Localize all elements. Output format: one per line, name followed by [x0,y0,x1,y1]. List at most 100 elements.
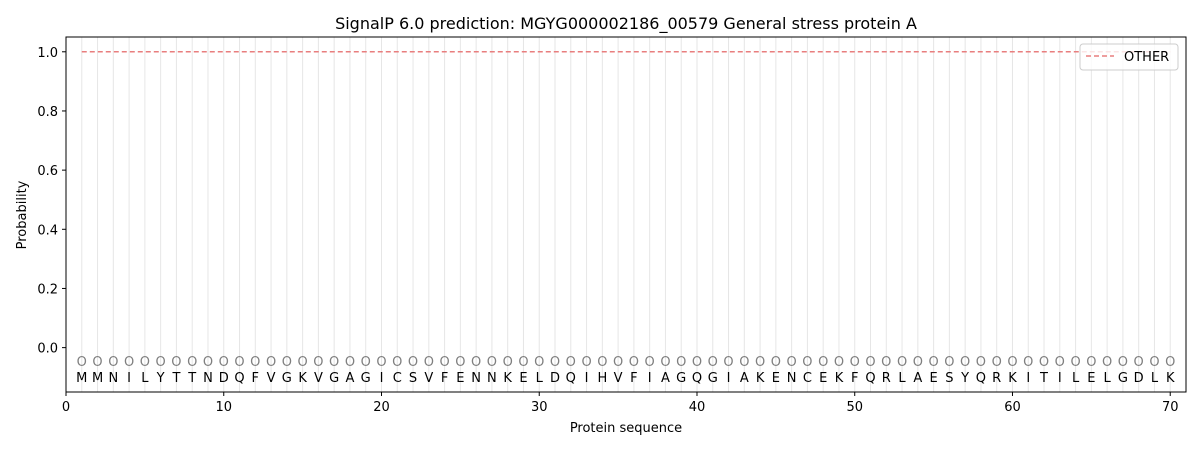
prediction-mark-34: O [597,355,607,370]
prediction-mark-13: O [266,355,276,370]
residue-label-21: C [393,371,402,386]
residue-labels: OMOMONOIOLOYOTOTONODOQOFOVOGOKOVOGOAOGOI… [76,355,1175,386]
residue-label-18: A [345,371,354,386]
prediction-mark-64: O [1070,355,1080,370]
residue-label-37: I [648,371,652,386]
residue-label-4: I [127,371,131,386]
residue-label-38: A [661,371,670,386]
residue-label-51: Q [865,371,875,386]
prediction-mark-65: O [1086,355,1096,370]
prediction-mark-56: O [944,355,954,370]
prediction-mark-3: O [108,355,118,370]
x-tick-label-40: 40 [689,400,706,415]
residue-label-56: S [945,371,953,386]
prediction-mark-46: O [787,355,797,370]
residue-label-12: F [252,371,259,386]
residue-label-55: E [929,371,937,386]
prediction-mark-8: O [187,355,197,370]
prediction-mark-24: O [439,355,449,370]
prediction-mark-30: O [534,355,544,370]
x-axis-label: Protein sequence [570,421,682,436]
prediction-mark-36: O [629,355,639,370]
legend-box [1079,43,1179,71]
prediction-mark-60: O [1007,355,1017,370]
x-tick-label-50: 50 [846,400,863,415]
residue-label-42: I [727,371,731,386]
prediction-mark-31: O [550,355,560,370]
plot-frame [65,36,1187,393]
y-tick-label-5: 1.0 [37,46,58,61]
residue-label-32: Q [566,371,576,386]
residue-label-13: V [267,371,276,386]
residue-label-20: I [380,371,384,386]
prediction-mark-53: O [897,355,907,370]
residue-label-40: Q [692,371,702,386]
residue-label-16: V [314,371,323,386]
residue-label-36: F [630,371,637,386]
prediction-mark-66: O [1102,355,1112,370]
residue-label-43: A [740,371,749,386]
prediction-mark-45: O [771,355,781,370]
residue-label-49: K [835,371,844,386]
residue-label-64: L [1072,371,1080,386]
residue-label-61: I [1026,371,1030,386]
prediction-mark-26: O [471,355,481,370]
residue-label-15: K [298,371,307,386]
prediction-mark-42: O [723,355,733,370]
residue-label-63: I [1058,371,1062,386]
x-tick-label-0: 0 [62,400,70,415]
prediction-mark-52: O [881,355,891,370]
prediction-mark-20: O [376,355,386,370]
prediction-mark-44: O [755,355,765,370]
prediction-mark-50: O [850,355,860,370]
x-tick-label-70: 70 [1162,400,1179,415]
residue-label-14: G [282,371,292,386]
x-axis: 0 10 20 30 40 50 60 70 [62,392,1179,415]
prediction-mark-67: O [1118,355,1128,370]
prediction-mark-59: O [992,355,1002,370]
residue-label-26: N [471,371,481,386]
prediction-mark-29: O [518,355,528,370]
residue-label-68: D [1134,371,1144,386]
residue-label-58: Q [976,371,986,386]
prediction-mark-16: O [313,355,323,370]
residue-label-17: G [329,371,339,386]
prediction-mark-57: O [960,355,970,370]
chart-title: SignalP 6.0 prediction: MGYG000002186_00… [335,14,917,34]
prediction-mark-58: O [976,355,986,370]
residue-label-33: I [585,371,589,386]
residue-label-25: E [456,371,464,386]
prediction-mark-23: O [424,355,434,370]
residue-label-19: G [361,371,371,386]
y-tick-label-3: 0.6 [37,164,58,179]
prediction-mark-62: O [1039,355,1049,370]
prediction-mark-39: O [676,355,686,370]
residue-gridlines [81,37,1171,392]
y-tick-label-2: 0.4 [37,223,58,238]
residue-label-54: A [913,371,922,386]
x-tick-label-30: 30 [531,400,548,415]
prediction-mark-68: O [1134,355,1144,370]
prediction-mark-7: O [171,355,181,370]
prediction-mark-12: O [250,355,260,370]
prediction-mark-49: O [834,355,844,370]
prediction-mark-2: O [92,355,102,370]
residue-label-29: E [519,371,527,386]
y-tick-label-4: 0.8 [37,105,58,120]
residue-label-35: V [614,371,623,386]
prediction-mark-38: O [660,355,670,370]
prediction-mark-35: O [613,355,623,370]
y-axis-label: Probability [15,180,30,249]
prediction-mark-28: O [503,355,513,370]
prediction-mark-10: O [219,355,229,370]
residue-label-8: T [187,371,196,386]
prediction-mark-14: O [282,355,292,370]
prediction-mark-37: O [645,355,655,370]
residue-label-3: N [108,371,118,386]
prediction-mark-48: O [818,355,828,370]
prediction-mark-51: O [865,355,875,370]
residue-label-27: N [487,371,497,386]
residue-label-31: D [550,371,560,386]
residue-label-53: L [898,371,906,386]
